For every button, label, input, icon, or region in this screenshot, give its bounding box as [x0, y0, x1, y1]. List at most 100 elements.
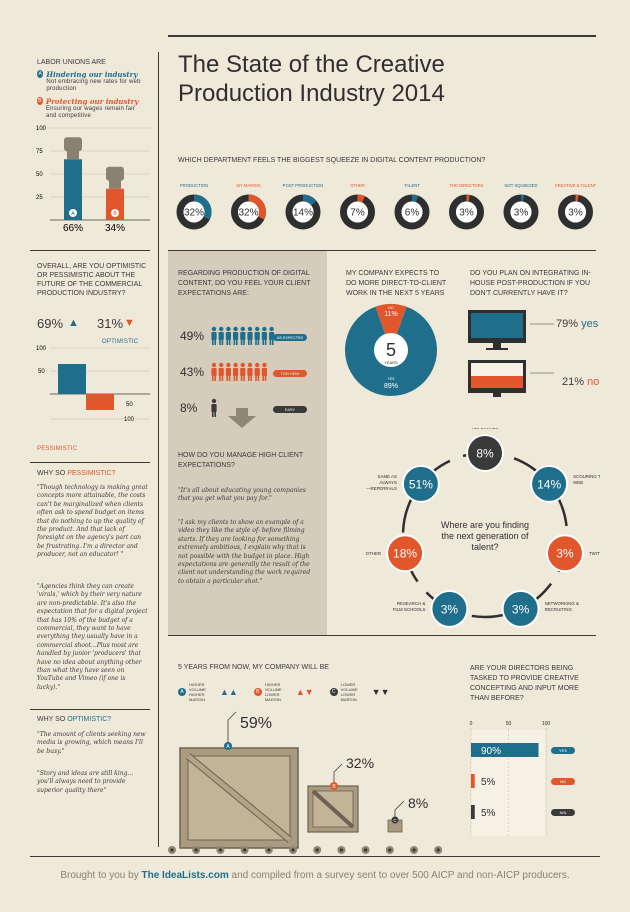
- thumbs-up-icon: ▲: [68, 317, 79, 329]
- legend-a-dot: A: [37, 70, 44, 78]
- donut-segment: [193, 194, 212, 220]
- direct-question: MY COMPANY EXPECTS TO DO MORE DIRECT-TO-…: [346, 270, 447, 297]
- directors-pct: 5%: [481, 808, 496, 819]
- manage-question: HOW DO YOU MANAGE HIGH CLIENT EXPECTATIO…: [178, 452, 303, 469]
- departments-donuts: PRODUCTION 32% MY MARGIN 32% POST PRODUCTION…: [176, 183, 597, 230]
- department-label: THE DIRECTORS: [449, 183, 483, 188]
- fist-icon: [106, 166, 124, 189]
- legend-a: A HIGHER VOLUME HIGHER MARGIN ▲▲: [178, 682, 238, 702]
- person-icon: [211, 362, 217, 381]
- person-icon: [269, 326, 275, 345]
- mid-rule-2: [168, 635, 596, 636]
- why-pes-heading-a: WHY SO: [37, 470, 68, 477]
- inhouse-chart: [468, 310, 554, 397]
- direct-yes-pct: 89%: [384, 383, 398, 390]
- legend-a-text: HIGHER VOLUME HIGHER MARGIN: [189, 682, 206, 702]
- unions-heading: LABOR UNIONS ARE: [37, 59, 106, 66]
- talent-label: SCOURING THE: [573, 474, 600, 479]
- unions-tick-100: 100: [36, 126, 47, 132]
- talent-label: REFERRALS: [472, 428, 498, 430]
- bar-hindering: [64, 159, 82, 220]
- bar-b-marker: [111, 209, 119, 217]
- crate-c-pct: 8%: [408, 795, 428, 811]
- department-label: OTHER: [350, 183, 365, 188]
- why-opt-quote-2: "Story and ideas are still king... you'l…: [37, 770, 134, 794]
- unions-b-pct: 34%: [105, 223, 125, 234]
- person-icon: [211, 398, 217, 417]
- legend-c-badge: C: [329, 688, 338, 696]
- expectation-pct: 43%: [180, 365, 204, 379]
- fiveyears-legend: A HIGHER VOLUME HIGHER MARGIN ▲▲ B HIGHE…: [178, 682, 389, 702]
- departments-question: WHICH DEPARTMENT FEELS THE BIGGEST SQUEE…: [178, 157, 486, 164]
- person-icon: [254, 362, 260, 381]
- legend-a-badge: A: [178, 688, 186, 696]
- person-icon: [218, 326, 224, 345]
- person-icon: [247, 362, 253, 381]
- pessimism-pct: 31%: [97, 316, 124, 331]
- donut-center: [238, 201, 259, 223]
- donut-center: [183, 201, 205, 223]
- crate-a-letter: A: [226, 744, 230, 750]
- bar-protecting: [106, 188, 124, 220]
- left-rule-2: [30, 462, 150, 463]
- person-icon: [233, 362, 239, 381]
- expectation-tag: [273, 334, 307, 341]
- legend-b-dot: B: [37, 97, 43, 105]
- optimism-question: OVERALL, ARE YOU OPTIMISTIC OR PESSIMIST…: [37, 263, 147, 297]
- unions-legend: A Hindering our industry Not embracing n…: [37, 70, 147, 120]
- department-pct: 6%: [405, 208, 420, 219]
- person-icon: [233, 326, 239, 345]
- legend-b: B HIGHER VOLUME LOWER MARGIN ▲▼: [253, 682, 314, 702]
- inhouse-yes-pct: 79%: [556, 318, 579, 330]
- crate-medium-icon: [307, 785, 359, 833]
- bar-optimistic: [58, 364, 86, 394]
- talent-label: RESEARCH &: [397, 601, 426, 606]
- fiveyears-question: 5 YEARS FROM NOW, MY COMPANY WILL BE: [178, 664, 329, 671]
- donut-center: [347, 201, 368, 223]
- directors-tick: 50: [506, 721, 512, 727]
- expectation-tag-text: TOO HIGH: [281, 372, 300, 376]
- direct-center-num: 5: [386, 340, 396, 360]
- talent-label: RECRUITING: [545, 607, 573, 612]
- crate-a-pct: 59%: [240, 715, 272, 732]
- manage-quote-2: "I ask my clients to show an example of …: [178, 519, 311, 585]
- crate-large-icon: [179, 747, 299, 849]
- inhouse-yes: 79% yes: [556, 318, 598, 330]
- direct-pie: 5 YEARS 11% NO YES 89%: [345, 304, 437, 396]
- opt-tick: 50: [126, 402, 133, 408]
- footer-rule: [30, 856, 600, 857]
- optimistic-label: OPTIMISTIC: [102, 339, 139, 345]
- department-label: PRODUCTION: [180, 183, 208, 188]
- legend-b-badge: B: [253, 688, 262, 696]
- talent-pct: 3%: [441, 602, 459, 616]
- pie-center: [374, 333, 408, 367]
- talent-node: [547, 536, 582, 571]
- unions-tick-75: 75: [36, 149, 43, 155]
- person-icon: [254, 326, 260, 345]
- top-rule: [168, 35, 596, 37]
- legend-b-text: HIGHER VOLUME LOWER MARGIN: [264, 682, 282, 702]
- column-divider: [158, 52, 159, 847]
- arrow-down-icon: [228, 408, 256, 428]
- bar-a-marker: [69, 209, 77, 217]
- department-label: TALENT: [404, 183, 420, 188]
- expectations-question: REGARDING PRODUCTION OF DIGITAL CONTENT,…: [178, 270, 311, 297]
- directors-tick: 0: [470, 721, 473, 727]
- department-label: POST PRODUCTION: [283, 183, 324, 188]
- title-line-2: Production Industry 2014: [178, 80, 445, 107]
- directors-tag-text: NO: [560, 779, 566, 784]
- talent-node: [503, 591, 538, 626]
- crate-a-marker: [224, 742, 232, 750]
- left-rule-3: [30, 709, 150, 710]
- legend-b-desc: Ensuring our wages remain fair and compe…: [45, 106, 135, 119]
- footer-brand-link[interactable]: The IdeaLists.com: [141, 870, 229, 881]
- person-icon: [247, 326, 253, 345]
- bar-b-letter: B: [113, 211, 117, 217]
- talent-label: WEB: [573, 480, 583, 485]
- person-icon: [218, 362, 224, 381]
- why-opt-heading-b: OPTIMISTIC?: [67, 716, 112, 723]
- talent-node: [388, 536, 423, 571]
- talent-center-text: Where are you finding the next generatio…: [440, 520, 530, 552]
- department-pct: 14%: [293, 208, 313, 219]
- footer-post: and compiled from a survey sent to over …: [228, 870, 570, 881]
